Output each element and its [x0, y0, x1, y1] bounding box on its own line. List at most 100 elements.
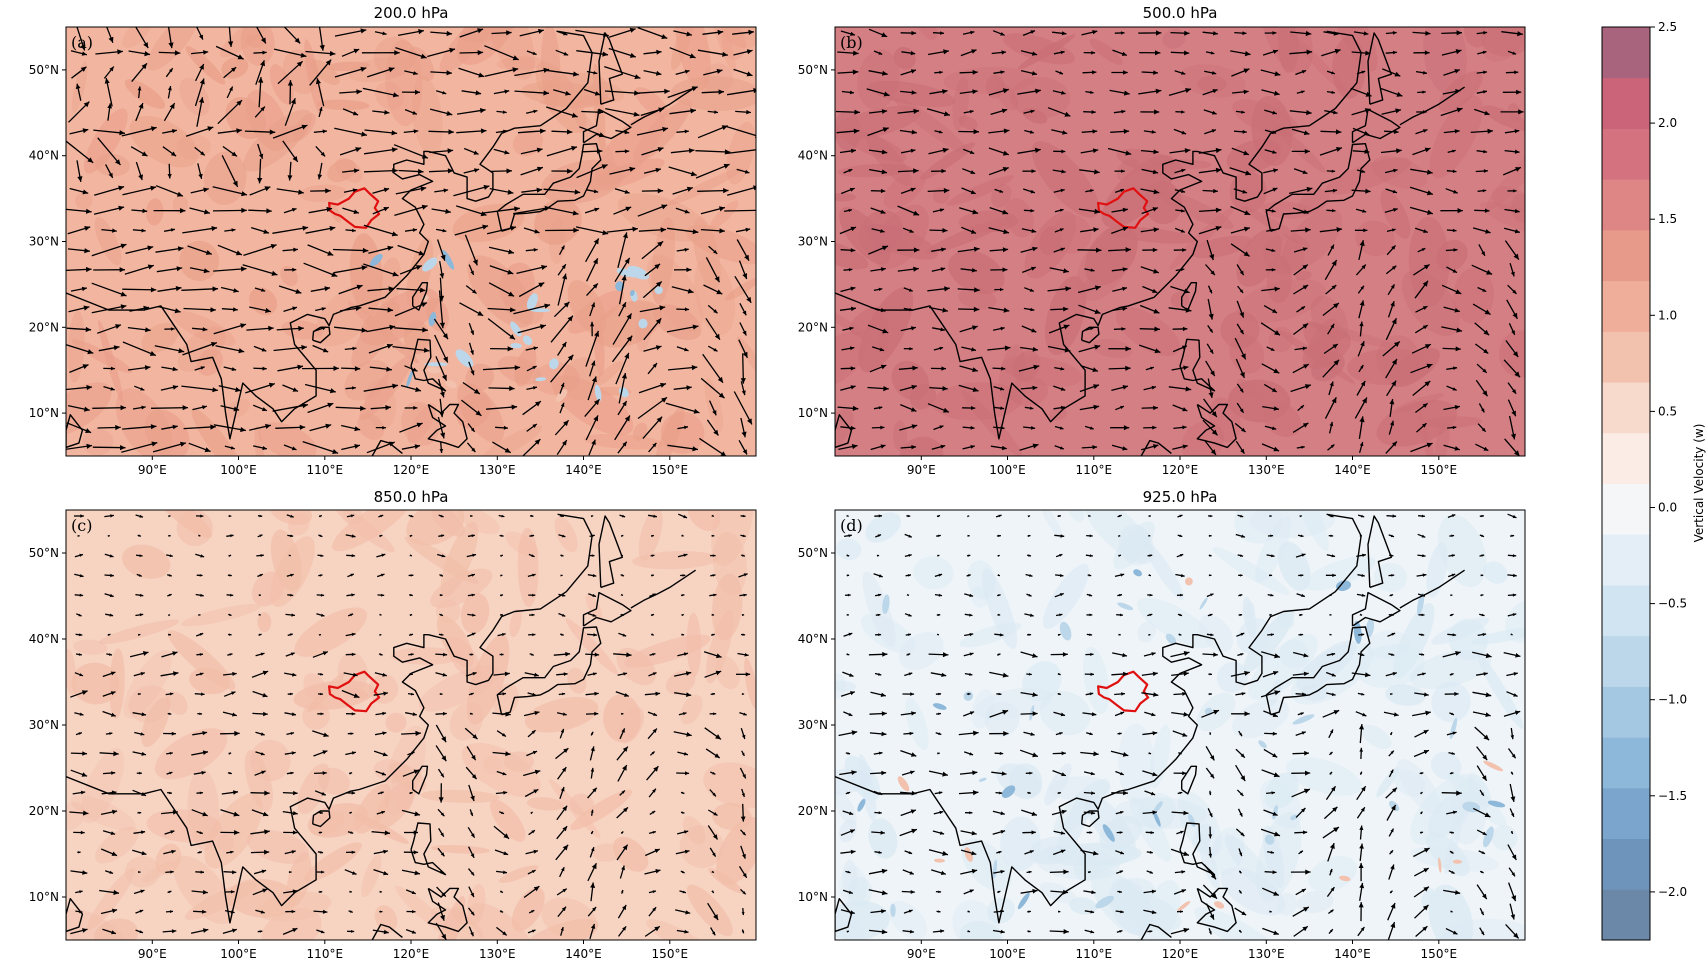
wind-arrow	[1446, 366, 1458, 370]
wind-arrow	[932, 31, 945, 35]
wind-arrow	[182, 226, 218, 234]
wind-arrow	[1111, 444, 1128, 451]
wind-arrow	[740, 888, 747, 895]
wind-arrow	[644, 869, 661, 875]
wind-arrow	[1198, 147, 1222, 154]
wind-arrow	[1148, 515, 1151, 518]
wind-arrow	[587, 573, 597, 578]
wind-arrow	[1351, 672, 1371, 678]
wind-arrow	[132, 751, 147, 756]
wind-arrow	[409, 554, 413, 557]
wind-arrow	[556, 30, 568, 36]
wind-arrow	[1055, 553, 1063, 558]
wind-arrow	[395, 46, 427, 59]
wind-arrow	[648, 788, 657, 798]
wind-arrow	[1170, 651, 1190, 658]
wind-arrow	[1358, 364, 1364, 373]
wind-arrow	[363, 263, 399, 277]
wind-arrow	[1443, 69, 1461, 76]
wind-arrow	[102, 928, 117, 935]
wind-arrow	[138, 870, 141, 874]
wind-arrow	[680, 870, 685, 874]
wind-arrow	[347, 929, 355, 933]
wind-arrow	[1053, 247, 1066, 253]
wind-arrow	[220, 405, 240, 412]
wind-arrow	[103, 366, 115, 371]
wind-arrow	[589, 846, 595, 858]
contour-patch	[1376, 335, 1420, 384]
wind-arrow	[1173, 691, 1187, 696]
wind-arrow	[1234, 31, 1247, 36]
wind-arrow	[1417, 593, 1426, 597]
wind-arrow	[1207, 514, 1213, 518]
wind-arrow	[1358, 416, 1365, 439]
wind-arrow	[345, 228, 356, 233]
wind-arrow	[1233, 129, 1247, 134]
wind-arrow	[1019, 443, 1039, 451]
wind-arrow	[347, 831, 354, 834]
wind-arrow	[287, 161, 293, 181]
wind-arrow	[1114, 692, 1126, 696]
wind-arrow	[374, 31, 387, 36]
wind-arrow	[287, 534, 294, 538]
wind-arrow	[615, 691, 630, 697]
wind-arrow	[555, 747, 569, 760]
contour-patch	[534, 199, 582, 245]
wind-arrow	[641, 147, 664, 156]
wind-arrow	[704, 670, 722, 678]
wind-arrow	[617, 904, 627, 919]
contour-patch	[933, 858, 946, 863]
wind-arrow	[161, 366, 178, 372]
wind-arrow	[1507, 748, 1517, 759]
x-tick-label: 130°E	[479, 947, 516, 961]
colorbar-band	[1602, 686, 1650, 738]
contour-patch	[66, 908, 131, 940]
y-tick-label: 40°N	[798, 149, 828, 163]
wind-arrow	[707, 345, 718, 352]
wind-arrow	[843, 632, 853, 637]
wind-arrow	[559, 633, 564, 636]
wind-arrow	[1476, 829, 1487, 836]
wind-arrow	[546, 106, 578, 118]
contour-patch	[80, 748, 125, 824]
wind-arrow	[161, 424, 178, 430]
wind-arrow	[272, 124, 308, 139]
contour-patch	[704, 378, 724, 432]
wind-arrow	[1326, 169, 1336, 173]
wind-arrow	[590, 830, 594, 835]
wind-arrow	[1504, 149, 1520, 154]
wind-arrow	[1019, 749, 1039, 758]
wind-arrow	[493, 671, 510, 677]
wind-arrow	[288, 554, 291, 557]
wind-arrow	[317, 851, 324, 854]
wind-arrow	[903, 287, 914, 292]
wind-arrow	[312, 730, 329, 737]
wind-arrow	[840, 849, 856, 855]
contour-patch	[1258, 740, 1267, 749]
wind-arrow	[1323, 343, 1339, 355]
wind-arrow	[936, 910, 941, 913]
contour-patch	[1302, 330, 1351, 369]
contour-patch	[145, 198, 164, 226]
wind-arrow	[1356, 380, 1366, 396]
wind-arrow	[500, 574, 503, 577]
wind-arrow	[1475, 343, 1489, 355]
wind-arrow	[221, 307, 238, 312]
wind-arrow	[468, 264, 475, 276]
contour-patch	[549, 358, 559, 370]
wind-arrow	[932, 327, 945, 332]
wind-arrow	[437, 416, 446, 439]
wind-arrow	[996, 692, 1002, 696]
contour-patch	[1417, 592, 1425, 616]
wind-arrow	[1385, 787, 1398, 799]
panel-title: 925.0 hPa	[1143, 488, 1218, 506]
wind-arrow	[1412, 30, 1431, 36]
wind-arrow	[900, 90, 917, 95]
wind-arrow	[1507, 50, 1517, 55]
contour-patch	[984, 701, 1020, 737]
wind-arrow	[70, 751, 88, 756]
wind-arrow	[164, 830, 175, 835]
wind-arrow	[437, 378, 445, 398]
contour-patch	[225, 398, 250, 419]
wind-arrow	[1323, 806, 1338, 820]
